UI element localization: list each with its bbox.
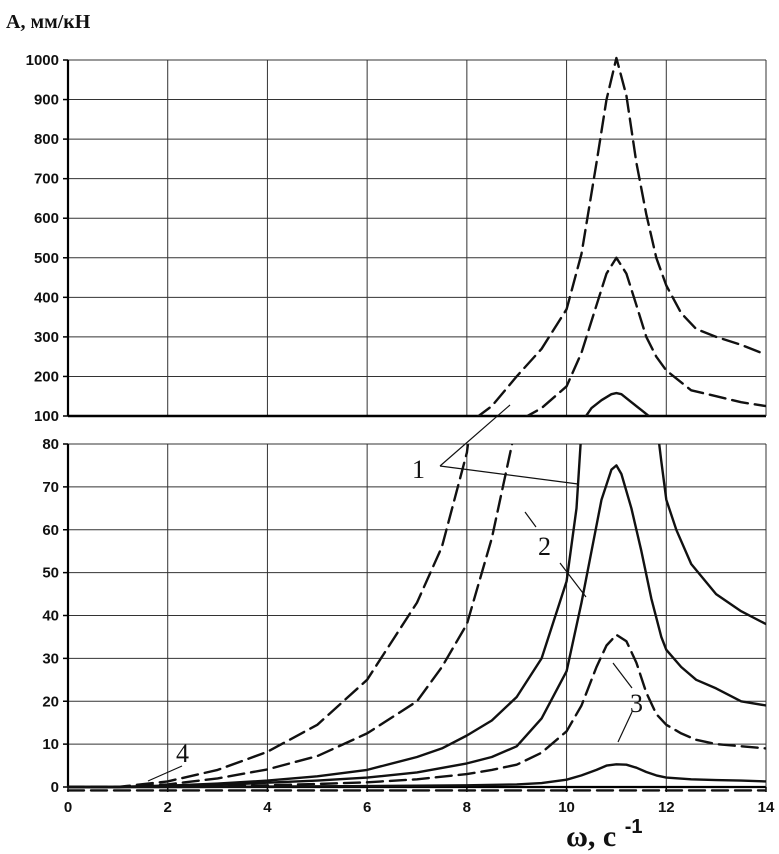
leader-3b bbox=[617, 711, 633, 743]
leader-2a bbox=[559, 562, 587, 598]
y-tick-label-upper: 800 bbox=[34, 131, 59, 148]
y-tick-label-lower: 30 bbox=[42, 650, 59, 667]
x-tick-label: 10 bbox=[558, 799, 575, 816]
series-2-upper bbox=[524, 256, 766, 416]
x-tick-label: 14 bbox=[758, 799, 775, 816]
series-3-lower bbox=[66, 444, 766, 789]
x-axis-label: ω, с bbox=[566, 820, 616, 853]
x-tick-label: 0 bbox=[64, 799, 72, 816]
annotation-leaders bbox=[147, 404, 633, 782]
series-1-lower bbox=[66, 444, 470, 789]
x-axis-exponent: -1 bbox=[625, 816, 643, 838]
series-3-upper bbox=[584, 391, 651, 416]
leader-1b bbox=[439, 465, 579, 485]
x-tick-label: 6 bbox=[363, 799, 371, 816]
y-tick-label-upper: 400 bbox=[34, 289, 59, 306]
series-5-lower bbox=[66, 633, 766, 789]
y-tick-label-upper: 900 bbox=[34, 92, 59, 109]
y-tick-label-upper: 300 bbox=[34, 329, 59, 346]
y-tick-label-lower: 40 bbox=[42, 608, 59, 625]
annotation-2: 2 bbox=[538, 532, 551, 561]
y-tick-label-lower: 10 bbox=[42, 736, 59, 753]
leader-3a bbox=[612, 662, 633, 689]
annotation-1: 1 bbox=[412, 455, 425, 484]
y-axis-label: A, мм/кН bbox=[6, 11, 91, 33]
y-tick-label-upper: 1000 bbox=[26, 52, 59, 69]
y-tick-label-lower: 60 bbox=[42, 522, 59, 539]
x-tick-label: 2 bbox=[164, 799, 172, 816]
y-tick-label-upper: 200 bbox=[34, 368, 59, 385]
series-6-lower bbox=[66, 763, 766, 789]
annotation-3: 3 bbox=[630, 689, 643, 718]
y-tick-label-upper: 700 bbox=[34, 171, 59, 188]
y-tick-label-upper: 600 bbox=[34, 210, 59, 227]
series-2-lower bbox=[66, 444, 514, 789]
series-4-lower bbox=[66, 464, 766, 789]
x-tick-label: 12 bbox=[658, 799, 675, 816]
y-tick-label-lower: 50 bbox=[42, 565, 59, 582]
series-lines bbox=[66, 56, 766, 792]
tick-labels: 0 2 4 6 8 10 12 1410020030040050060070080090010… bbox=[26, 52, 775, 816]
leader-1a bbox=[439, 404, 511, 467]
series-1-upper bbox=[476, 56, 766, 416]
y-tick-label-lower: 80 bbox=[42, 436, 59, 453]
grid bbox=[63, 59, 767, 792]
svg-text:ω, с -1: ω, с -1 bbox=[566, 816, 643, 853]
x-tick-label: 8 bbox=[463, 799, 471, 816]
y-tick-label-upper: 500 bbox=[34, 250, 59, 267]
y-tick-label-upper: 100 bbox=[34, 408, 59, 425]
y-tick-label-lower: 70 bbox=[42, 479, 59, 496]
x-tick-label: 4 bbox=[263, 799, 272, 816]
annotation-4: 4 bbox=[176, 739, 189, 768]
leader-4 bbox=[147, 765, 183, 782]
y-tick-label-lower: 0 bbox=[51, 779, 59, 796]
y-tick-label-lower: 20 bbox=[42, 693, 59, 710]
leader-2b bbox=[524, 511, 537, 528]
